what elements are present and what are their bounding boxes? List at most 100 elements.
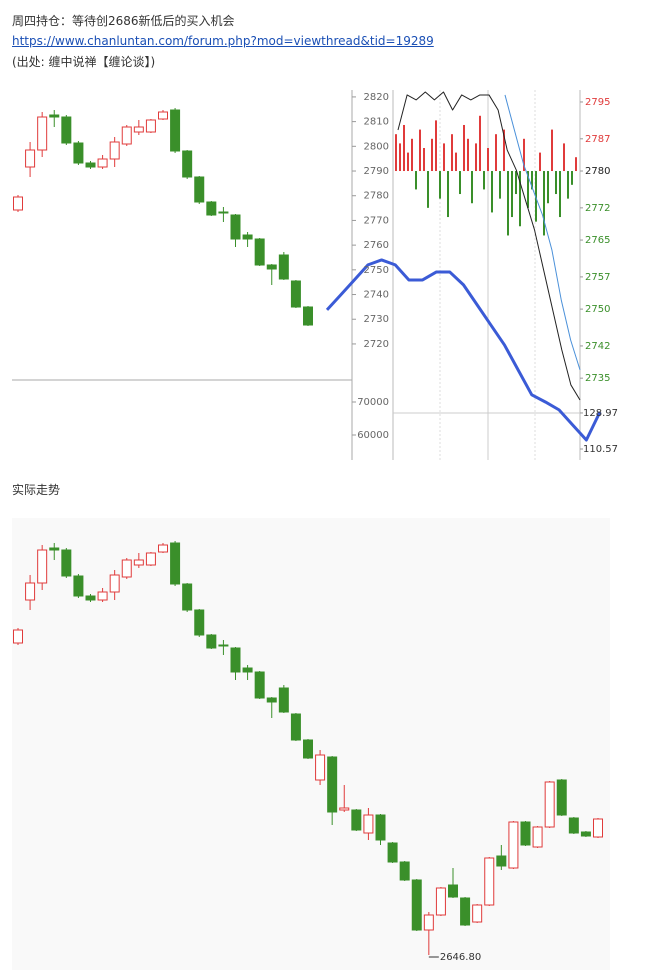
- y2-tick-label: 2765: [585, 235, 610, 246]
- candle-body: [411, 879, 422, 931]
- y-tick-label: 2800: [364, 141, 389, 152]
- candle-body: [387, 842, 398, 863]
- chart1-bg: [12, 90, 612, 460]
- volume-tick-label: 60000: [357, 430, 389, 441]
- candle-body: [37, 116, 48, 151]
- candle-body: [448, 884, 458, 898]
- candle-body: [230, 647, 241, 673]
- candle-body: [85, 595, 96, 601]
- candle-body: [194, 609, 205, 636]
- y-tick-label: 2720: [364, 339, 389, 350]
- candle-body: [520, 821, 531, 846]
- candle-body: [375, 814, 386, 841]
- candle-body: [218, 211, 229, 214]
- candle-body: [49, 547, 60, 551]
- candle-body: [73, 142, 84, 164]
- y2-tick-label: 2750: [585, 304, 610, 315]
- candle-body: [532, 826, 543, 848]
- candle-body: [556, 779, 567, 816]
- y-tick-label: 2790: [364, 166, 389, 177]
- candle-body: [266, 697, 277, 703]
- candle-body: [206, 201, 217, 216]
- candle-body: [290, 713, 301, 741]
- candle-body: [170, 542, 181, 585]
- candle-body: [49, 114, 60, 118]
- source-link[interactable]: https://www.chanluntan.com/forum.php?mod…: [12, 34, 434, 48]
- source-note: (出处: 缠中说禅【缠论谈】): [12, 55, 156, 69]
- candle-body: [133, 126, 144, 133]
- candle-body: [303, 306, 313, 326]
- candle-body: [25, 582, 36, 601]
- candle-body: [37, 549, 48, 584]
- y2-lower-tick-label: 128.97: [583, 408, 618, 419]
- candle-body: [206, 634, 217, 649]
- annotation-label: 2646.80: [440, 952, 481, 963]
- candle-body: [242, 234, 253, 240]
- candle-body: [568, 817, 579, 834]
- candle-body: [351, 809, 362, 831]
- candle-body: [339, 807, 350, 811]
- candle-body: [145, 119, 156, 133]
- y2-tick-label: 2795: [585, 97, 610, 108]
- y-tick-label: 2730: [364, 314, 389, 325]
- post-title: 周四持仓：等待创2686新低后的买入机会: [12, 14, 235, 28]
- y-tick-label: 2760: [364, 240, 389, 251]
- y-tick-label: 2820: [364, 92, 389, 103]
- candle-body: [121, 559, 132, 578]
- candle-body: [266, 264, 277, 270]
- candle-body: [61, 116, 72, 144]
- candle-body: [290, 280, 301, 308]
- candle-body: [278, 254, 289, 280]
- candle-body: [254, 238, 265, 266]
- candle-body: [508, 821, 519, 869]
- candle-body: [278, 687, 289, 713]
- y2-tick-label: 2757: [585, 272, 610, 283]
- candle-body: [73, 575, 84, 597]
- y-tick-label: 2740: [364, 290, 389, 301]
- candle-body: [496, 855, 507, 867]
- candle-body: [170, 109, 181, 152]
- candle-body: [133, 559, 144, 566]
- candle-body: [121, 126, 132, 145]
- y2-lower-tick-label: 110.57: [583, 444, 618, 455]
- candle-body: [484, 857, 495, 906]
- candle-body: [97, 591, 108, 601]
- volume-tick-label: 70000: [357, 397, 389, 408]
- candle-body: [593, 818, 603, 838]
- candle-body: [254, 671, 265, 699]
- candle-body: [182, 583, 193, 611]
- y2-tick-label: 2742: [585, 341, 610, 352]
- candle-body: [145, 552, 156, 566]
- candle-body: [194, 176, 205, 203]
- section-label: 实际走势: [12, 483, 61, 497]
- avg-line: [504, 94, 581, 371]
- candle-body: [13, 196, 23, 211]
- candle-body: [182, 150, 193, 178]
- candle-body: [158, 544, 168, 553]
- candle-body: [218, 644, 229, 647]
- candle-body: [109, 141, 120, 160]
- y2-tick-label: 2787: [585, 134, 610, 145]
- candle-body: [363, 814, 374, 834]
- y-tick-label: 2770: [364, 215, 389, 226]
- candle-body: [230, 214, 241, 240]
- candle-body: [85, 162, 96, 168]
- candle-body: [158, 111, 168, 120]
- chart1: [13, 91, 602, 442]
- forecast-line: [325, 258, 602, 442]
- candle-body: [423, 914, 434, 931]
- candle-body: [435, 887, 446, 916]
- y2-tick-label: 2772: [585, 203, 610, 214]
- y2-tick-label: 2780: [585, 166, 610, 177]
- y-tick-label: 2810: [364, 117, 389, 128]
- candle-body: [13, 629, 23, 644]
- candle-body: [25, 149, 36, 168]
- candle-body: [242, 667, 253, 673]
- candle-body: [327, 756, 338, 813]
- candle-body: [460, 897, 471, 926]
- chart2: 2646.80: [13, 541, 603, 963]
- candle-body: [580, 831, 591, 837]
- candle-body: [544, 781, 555, 828]
- candle-body: [315, 754, 326, 781]
